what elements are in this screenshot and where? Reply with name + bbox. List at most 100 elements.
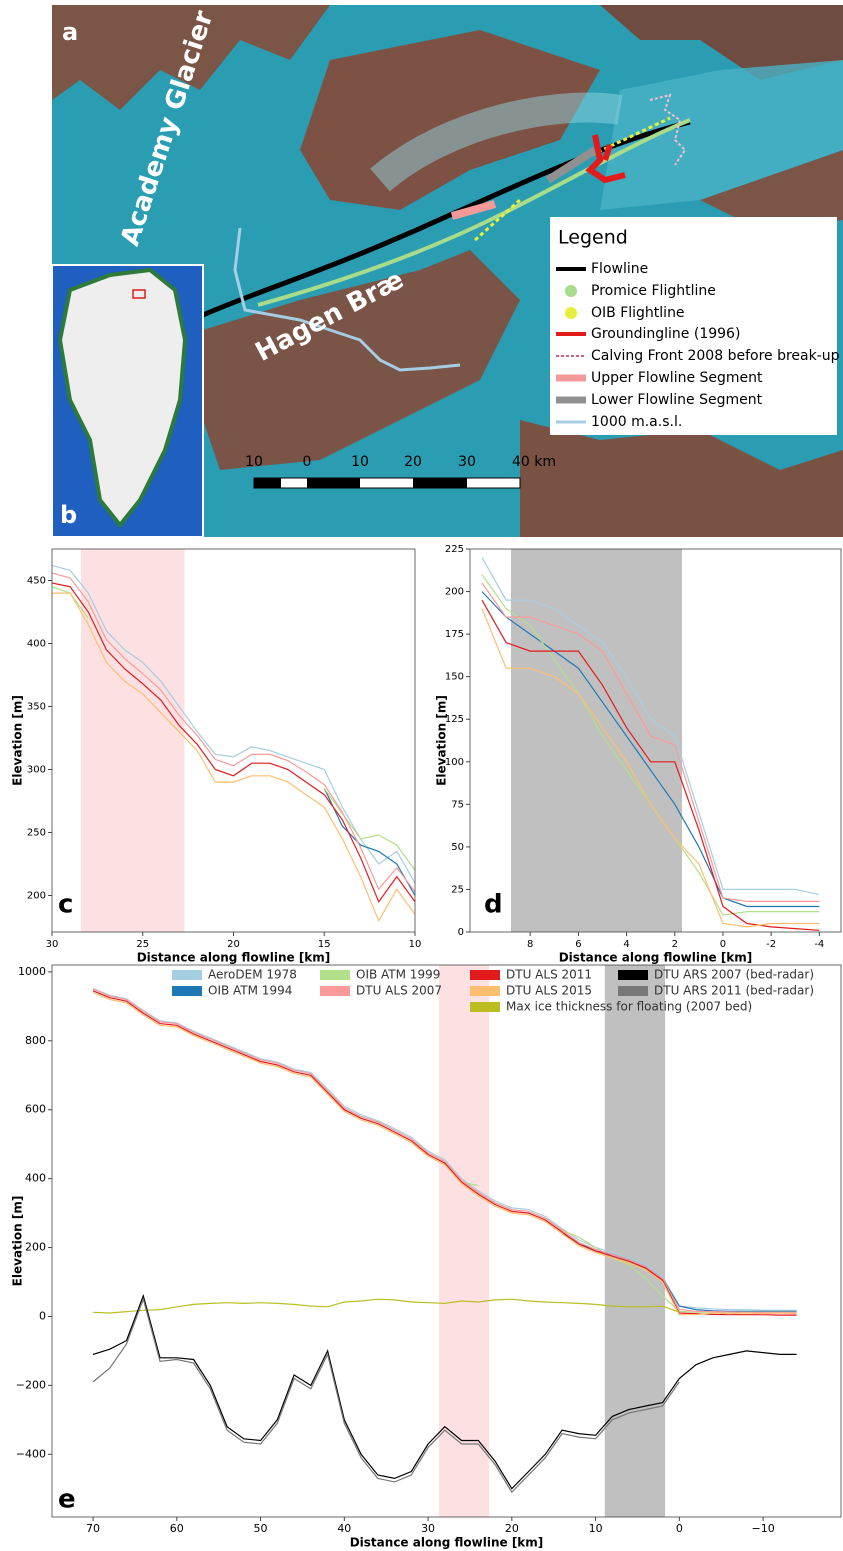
panel-label: d xyxy=(484,890,503,920)
y-axis-label: Elevation [m] xyxy=(435,695,449,786)
y-tick-label: 200 xyxy=(27,890,46,901)
x-axis-label: Distance along flowline [km] xyxy=(350,1536,544,1550)
groundingline xyxy=(585,134,626,184)
y-tick-label: 0 xyxy=(458,927,464,938)
x-tick-label: 10 xyxy=(589,1522,603,1535)
scale-label: 30 xyxy=(458,454,476,470)
y-tick-label: −400 xyxy=(16,1447,46,1460)
legend-swatch xyxy=(320,986,350,996)
scale-label: 0 xyxy=(303,454,312,470)
legend-swatch xyxy=(320,970,350,980)
legend-label: DTU ALS 2011 xyxy=(506,968,592,982)
legend-label: OIB ATM 1999 xyxy=(356,968,440,982)
terrain xyxy=(52,5,330,110)
highlight-span xyxy=(81,549,185,932)
scale-bar: 10 0 10 20 30 40 km xyxy=(245,454,556,489)
legend-swatch xyxy=(618,986,648,996)
panel-label: b xyxy=(60,501,77,529)
legend-swatch xyxy=(565,307,577,319)
map-legend: Legend Flowline Promice Flightline OIB F… xyxy=(550,217,840,435)
y-axis-label: Elevation [m] xyxy=(11,695,25,786)
legend-label: 1000 m.a.s.l. xyxy=(591,414,682,430)
x-tick-label: 2 xyxy=(672,939,678,950)
series-line xyxy=(52,582,415,904)
x-tick-label: -2 xyxy=(766,939,776,950)
legend-label: DTU ARS 2007 (bed-radar) xyxy=(654,968,814,982)
legend-title: Legend xyxy=(558,227,628,249)
legend-label: DTU ALS 2015 xyxy=(506,984,592,998)
legend-label: AeroDEM 1978 xyxy=(208,968,297,982)
y-tick-label: 400 xyxy=(27,638,46,649)
x-tick-label: 30 xyxy=(421,1522,435,1535)
x-tick-label: 40 xyxy=(337,1522,351,1535)
y-tick-label: 75 xyxy=(451,799,464,810)
series-line xyxy=(481,608,820,928)
series-line xyxy=(52,564,415,884)
promice-flightline xyxy=(257,118,691,307)
series-line xyxy=(481,557,820,896)
lines xyxy=(481,557,820,931)
calving-front xyxy=(649,93,687,166)
x-tick-label: 0 xyxy=(720,939,726,950)
x-tick-label: 70 xyxy=(86,1522,100,1535)
x-axis-label: Distance along flowline [km] xyxy=(137,951,331,965)
x-tick-label: 8 xyxy=(527,939,533,950)
scale-block xyxy=(413,478,467,488)
series-line xyxy=(52,572,415,893)
legend-label: Max ice thickness for floating (2007 bed… xyxy=(506,1000,752,1014)
y-tick-label: 250 xyxy=(27,827,46,838)
y-tick-label: 175 xyxy=(445,629,464,640)
series-line xyxy=(92,990,797,1316)
highlight-span xyxy=(604,965,666,1517)
oib-flightline xyxy=(474,116,671,242)
y-axis-label: Elevation [m] xyxy=(11,1196,25,1287)
lines xyxy=(52,564,415,923)
series-line xyxy=(481,591,820,908)
legend-label: OIB ATM 1994 xyxy=(208,984,292,998)
y-tick-label: 350 xyxy=(27,701,46,712)
panel-label: a xyxy=(62,18,78,46)
y-tick-label: 400 xyxy=(25,1172,46,1185)
chart: 30 25 20 15 10 200 250 300 350 400 450 Distance alo… xyxy=(11,548,422,965)
inset-box xyxy=(132,289,146,299)
terrain xyxy=(700,150,843,230)
series-line xyxy=(92,1293,797,1490)
y-tick-label: 50 xyxy=(451,842,464,853)
x-tick-label: 20 xyxy=(227,939,240,950)
x-tick-label: 0 xyxy=(676,1522,683,1535)
x-tick-label: 15 xyxy=(318,939,331,950)
terrain xyxy=(600,5,843,80)
y-tick-label: 1000 xyxy=(18,965,46,978)
series-line xyxy=(92,1298,680,1314)
series-line xyxy=(92,992,797,1316)
y-tick-label: 150 xyxy=(445,672,464,683)
x-tick-label: 25 xyxy=(136,939,149,950)
y-tick-label: 600 xyxy=(25,1103,46,1116)
x-tick-label: 60 xyxy=(170,1522,184,1535)
panel-label: e xyxy=(58,1485,76,1515)
y-tick-label: 0 xyxy=(39,1309,46,1322)
y-tick-label: 200 xyxy=(445,587,464,598)
highlight-span xyxy=(510,549,682,932)
y-tick-label: 800 xyxy=(25,1034,46,1047)
chart: 8 6 4 2 0 -2 -4 0 25 50 75 100 125 150 175 200 225 Distan… xyxy=(435,544,842,965)
y-tick-label: −200 xyxy=(16,1378,46,1391)
x-tick-label: 20 xyxy=(505,1522,519,1535)
x-tick-label: -4 xyxy=(814,939,824,950)
x-tick-label: 10 xyxy=(409,939,422,950)
legend-swatch xyxy=(172,970,202,980)
terrain xyxy=(203,250,520,470)
x-tick-label: 4 xyxy=(623,939,629,950)
legend-label: Flowline xyxy=(591,261,648,277)
legend-label: Calving Front 2008 before break-up xyxy=(591,348,840,364)
legend-swatch xyxy=(470,1002,500,1012)
legend-swatch xyxy=(470,970,500,980)
contour-1000 xyxy=(233,227,461,372)
scale-block xyxy=(254,478,281,488)
greenland xyxy=(57,267,188,529)
legend-label: DTU ALS 2007 xyxy=(356,984,442,998)
x-tick-label: −10 xyxy=(751,1522,774,1535)
lines xyxy=(92,987,797,1494)
x-tick-label: 50 xyxy=(254,1522,268,1535)
